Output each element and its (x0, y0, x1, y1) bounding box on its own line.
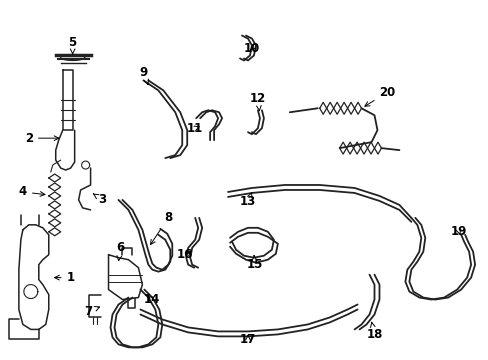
Text: 10: 10 (244, 42, 260, 55)
Text: 15: 15 (246, 255, 263, 271)
Text: 14: 14 (144, 293, 160, 306)
Text: 11: 11 (187, 122, 203, 135)
Text: 12: 12 (249, 92, 265, 111)
Text: 6: 6 (116, 241, 124, 261)
Text: 4: 4 (19, 185, 45, 198)
Text: 9: 9 (139, 66, 148, 85)
Text: 18: 18 (366, 322, 382, 341)
Text: 16: 16 (177, 248, 193, 261)
Text: 1: 1 (55, 271, 75, 284)
Text: 2: 2 (25, 132, 59, 145)
Text: 20: 20 (364, 86, 395, 106)
Text: 3: 3 (93, 193, 106, 206)
Text: 8: 8 (150, 211, 172, 244)
Text: 19: 19 (450, 225, 467, 238)
Text: 13: 13 (240, 193, 256, 208)
Text: 7: 7 (84, 305, 100, 318)
Text: 17: 17 (240, 333, 256, 346)
Text: 5: 5 (68, 36, 77, 55)
